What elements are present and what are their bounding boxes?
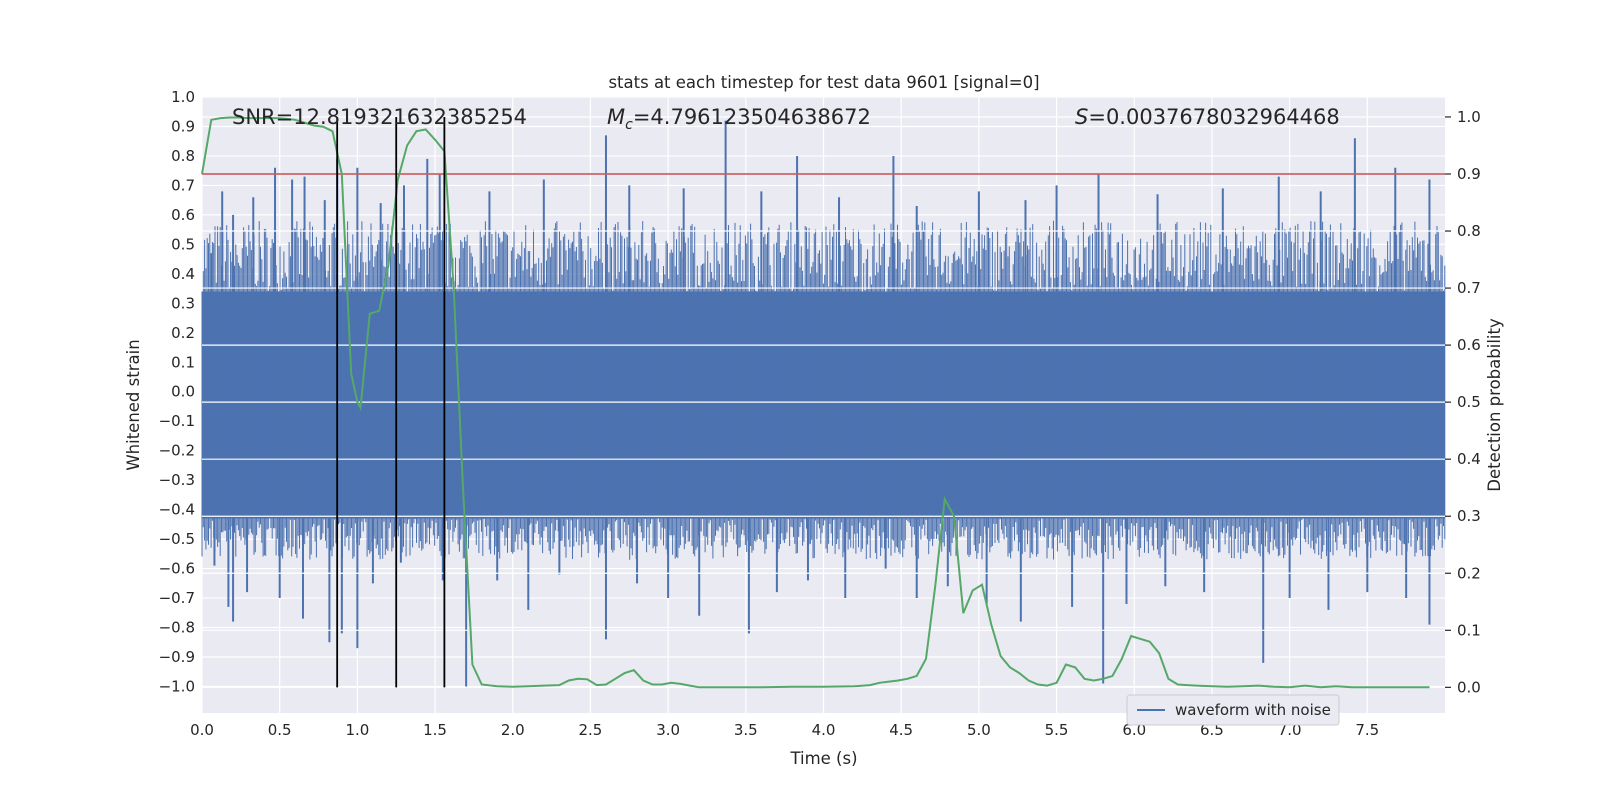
y-tick-label: 0.3 bbox=[171, 294, 195, 312]
x-tick-label: 1.0 bbox=[345, 721, 369, 739]
s-symbol: S bbox=[1075, 105, 1088, 129]
chirp-mass-subscript: c bbox=[625, 117, 633, 133]
y-tick-label: 0.1 bbox=[171, 353, 195, 371]
y-tick-label: 0.5 bbox=[171, 235, 195, 253]
y2-tick-label: 0.0 bbox=[1457, 678, 1481, 696]
y2-tick-label: 0.1 bbox=[1457, 621, 1481, 639]
chirp-mass-value: =4.796123504638672 bbox=[633, 105, 871, 129]
chart-title: stats at each timestep for test data 960… bbox=[608, 73, 1039, 92]
y2-tick-label: 0.3 bbox=[1457, 507, 1481, 525]
x-tick-label: 5.5 bbox=[1045, 721, 1069, 739]
y2-axis-label: Detection probability bbox=[1485, 318, 1504, 492]
y-tick-label: 0.7 bbox=[171, 176, 195, 194]
y2-axis-ticks: 0.0 0.1 0.2 0.3 0.4 0.5 0.6 0.7 0.8 0.9 1.0 bbox=[1445, 108, 1481, 696]
legend: waveform with noise bbox=[1126, 694, 1340, 726]
x-tick-label: 1.5 bbox=[423, 721, 447, 739]
snr-annotation: SNR=12.819321632385254 bbox=[232, 105, 527, 129]
y-tick-label: −0.3 bbox=[159, 471, 195, 489]
vertical-markers bbox=[336, 116, 446, 688]
y-axis-label: Whitened strain bbox=[124, 339, 143, 470]
y-tick-label: −0.6 bbox=[159, 560, 195, 578]
y-tick-label: 0.4 bbox=[171, 265, 195, 283]
y-tick-label: −1.0 bbox=[159, 677, 195, 695]
chirp-mass-symbol: M bbox=[607, 105, 625, 129]
y-tick-label: 0.6 bbox=[171, 206, 195, 224]
y-tick-label: −0.5 bbox=[159, 530, 195, 548]
waveform-series bbox=[201, 120, 1446, 687]
y-tick-label: −0.4 bbox=[159, 501, 195, 519]
s-annotation: S=0.003767803296446​8 bbox=[1075, 105, 1340, 129]
s-value: =0.003767803296446​8 bbox=[1088, 105, 1339, 129]
probability-line bbox=[201, 116, 1430, 689]
x-tick-label: 3.5 bbox=[734, 721, 758, 739]
x-tick-label: 3.0 bbox=[656, 721, 680, 739]
y-tick-label: −0.8 bbox=[159, 619, 195, 637]
y-tick-label: 0.0 bbox=[171, 383, 195, 401]
y-tick-label: −0.7 bbox=[159, 589, 195, 607]
y2-tick-label: 0.6 bbox=[1457, 336, 1481, 354]
x-tick-label: 4.0 bbox=[812, 721, 836, 739]
legend-box bbox=[1126, 694, 1340, 726]
chirp-mass-annotation: Mc=4.796123504638672 bbox=[607, 105, 871, 133]
y-tick-label: 1.0 bbox=[171, 88, 195, 106]
y-tick-label: 0.2 bbox=[171, 324, 195, 342]
y-tick-label: −0.9 bbox=[159, 648, 195, 666]
x-tick-label: 2.0 bbox=[501, 721, 525, 739]
y-axis-ticks: −1.0 −0.9 −0.8 −0.7 −0.6 −0.5 −0.4 −0.3 −0.2 −0.1… bbox=[159, 88, 195, 695]
x-tick-label: 0.5 bbox=[268, 721, 292, 739]
x-tick-label: 7.5 bbox=[1355, 721, 1379, 739]
y2-tick-label: 0.9 bbox=[1457, 165, 1481, 183]
y2-tick-label: 1.0 bbox=[1457, 108, 1481, 126]
y2-tick-label: 0.8 bbox=[1457, 222, 1481, 240]
y2-tick-label: 0.4 bbox=[1457, 450, 1481, 468]
x-tick-label: 2.5 bbox=[579, 721, 603, 739]
y2-tick-label: 0.2 bbox=[1457, 564, 1481, 582]
y-tick-label: 0.8 bbox=[171, 147, 195, 165]
y-tick-label: 0.9 bbox=[171, 117, 195, 135]
y-tick-label: −0.1 bbox=[159, 412, 195, 430]
x-tick-label: 0.0 bbox=[190, 721, 214, 739]
x-axis-label: Time (s) bbox=[789, 749, 857, 768]
legend-label: waveform with noise bbox=[1175, 701, 1331, 719]
x-tick-label: 4.5 bbox=[889, 721, 913, 739]
y2-tick-label: 0.7 bbox=[1457, 279, 1481, 297]
y2-tick-label: 0.5 bbox=[1457, 393, 1481, 411]
detection-probability-series bbox=[201, 116, 1430, 689]
x-tick-label: 5.0 bbox=[967, 721, 991, 739]
y-tick-label: −0.2 bbox=[159, 442, 195, 460]
